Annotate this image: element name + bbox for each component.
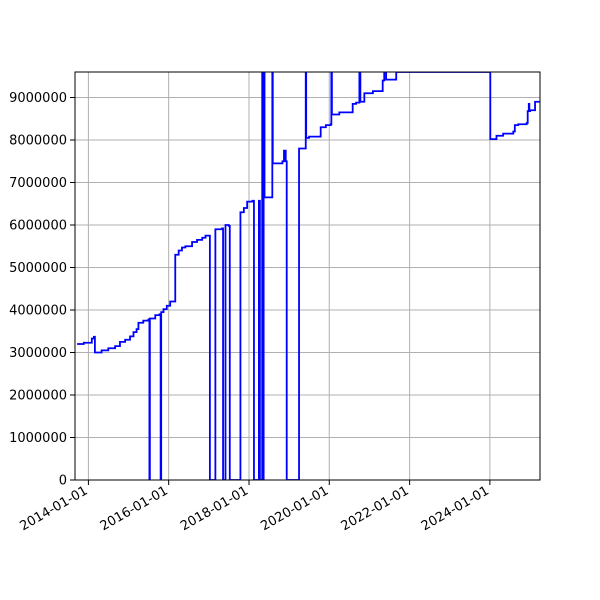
y-tick-label: 0 [59,474,67,489]
y-tick-label: 4000000 [9,304,67,319]
y-tick-label: 3000000 [9,346,67,361]
y-tick-label: 2000000 [9,389,67,404]
y-tick-label: 8000000 [9,134,67,149]
y-tick-label: 9000000 [9,91,67,106]
y-tick-label: 1000000 [9,431,67,446]
y-tick-label: 5000000 [9,261,67,276]
axes-frame [74,71,541,481]
series-layer [77,72,540,480]
y-tick-label: 7000000 [9,176,67,191]
series-line [77,72,540,480]
plot-area [75,72,540,480]
y-axis: 0 1000000 2000000 3000000 4000000 5000000 6000… [9,91,75,489]
y-tick-label: 6000000 [9,219,67,234]
grid [75,72,540,481]
